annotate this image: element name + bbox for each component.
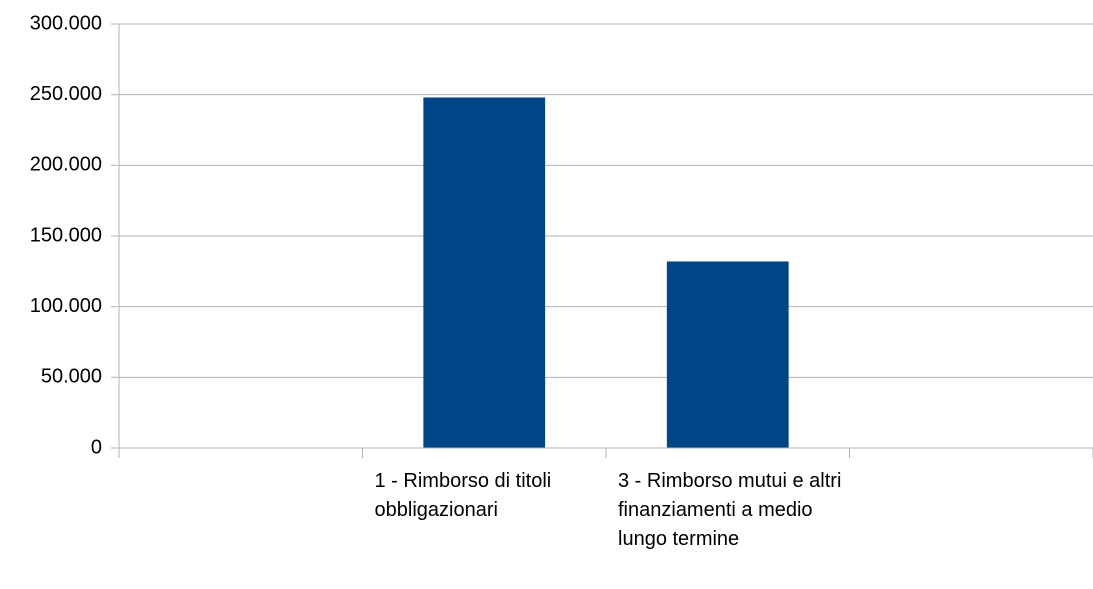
y-tick-label: 100.000: [30, 295, 102, 317]
x-tick-label: 3 - Rimborso mutui e altri finanziamenti…: [618, 470, 842, 550]
y-tick-label: 150.000: [30, 224, 102, 246]
bar: [423, 97, 546, 448]
bar: [666, 261, 789, 448]
y-tick-label: 200.000: [30, 154, 102, 176]
y-tick-label: 300.000: [30, 12, 102, 34]
x-tick-label: 1 - Rimborso di titoli obbligazionari: [374, 470, 552, 521]
y-tick-label: 250.000: [30, 83, 102, 105]
y-tick-label: 50.000: [41, 366, 102, 388]
y-tick-label: 0: [91, 436, 102, 458]
